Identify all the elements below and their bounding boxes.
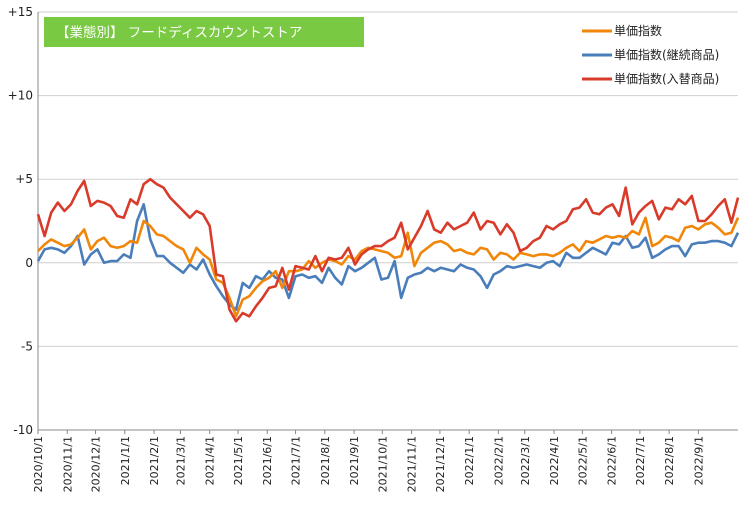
x-tick-label: 2022/7/1 xyxy=(634,436,647,485)
x-tick-label: 2022/6/1 xyxy=(606,436,619,485)
chart-title-text: 【業態別】 フードディスカウントストア xyxy=(56,24,302,41)
x-tick-label: 2021/3/1 xyxy=(174,436,187,485)
x-tick-label: 2022/8/1 xyxy=(663,436,676,485)
y-tick-label: +5 xyxy=(15,172,33,186)
x-tick-label: 2021/2/1 xyxy=(148,436,161,485)
legend-label-0: 単価指数 xyxy=(614,23,662,38)
legend-item-2: 単価指数(入替商品) xyxy=(582,71,719,86)
gridlines xyxy=(38,11,738,347)
x-tick-label: 2021/6/1 xyxy=(261,436,274,485)
x-tick-label: 2021/12/1 xyxy=(434,436,447,492)
x-tick-label: 2021/5/1 xyxy=(232,436,245,485)
x-tick-label: 2022/5/1 xyxy=(576,436,589,485)
chart-title: 【業態別】 フードディスカウントストア xyxy=(44,17,364,47)
x-tick-label: 2021/9/1 xyxy=(348,436,361,485)
x-tick-label: 2021/1/1 xyxy=(119,436,132,485)
x-tick-label: 2022/9/1 xyxy=(692,436,705,485)
x-tick-label: 2022/3/1 xyxy=(519,436,532,485)
x-tick-label: 2021/7/1 xyxy=(290,436,303,485)
series-line-0 xyxy=(37,216,740,318)
legend-item-0: 単価指数 xyxy=(582,23,662,38)
legend: 単価指数 単価指数(継続商品) 単価指数(入替商品) xyxy=(582,23,719,86)
x-tick-label: 2020/12/1 xyxy=(90,436,103,492)
x-axis-ticks: 2020/10/1 2020/11/1 2020/12/1 2021/1/1 2021/… xyxy=(32,430,705,492)
y-tick-label: -10 xyxy=(13,423,33,437)
series-line-2 xyxy=(36,177,740,323)
x-tick-label: 2022/2/1 xyxy=(492,436,505,485)
x-tick-label: 2022/1/1 xyxy=(463,436,476,485)
x-tick-label: 2021/8/1 xyxy=(319,436,332,485)
x-tick-label: 2021/10/1 xyxy=(376,436,389,492)
y-tick-label: +10 xyxy=(8,89,33,103)
x-tick-label: 2020/10/1 xyxy=(32,436,45,492)
legend-label-2: 単価指数(入替商品) xyxy=(614,71,719,86)
series-line-1 xyxy=(36,203,740,311)
x-tick-label: 2021/4/1 xyxy=(204,436,217,485)
x-tick-label: 2020/11/1 xyxy=(61,436,74,492)
legend-label-1: 単価指数(継続商品) xyxy=(614,47,719,62)
series-lines xyxy=(36,177,740,323)
legend-item-1: 単価指数(継続商品) xyxy=(582,47,719,62)
y-tick-label: -5 xyxy=(21,339,33,353)
x-tick-label: 2021/11/1 xyxy=(406,436,419,492)
y-tick-label: 0 xyxy=(25,256,33,270)
y-tick-label: +15 xyxy=(8,5,33,19)
y-axis-ticks: +15 +10 +5 0 -5 -10 xyxy=(8,5,33,437)
x-tick-label: 2022/4/1 xyxy=(548,436,561,485)
